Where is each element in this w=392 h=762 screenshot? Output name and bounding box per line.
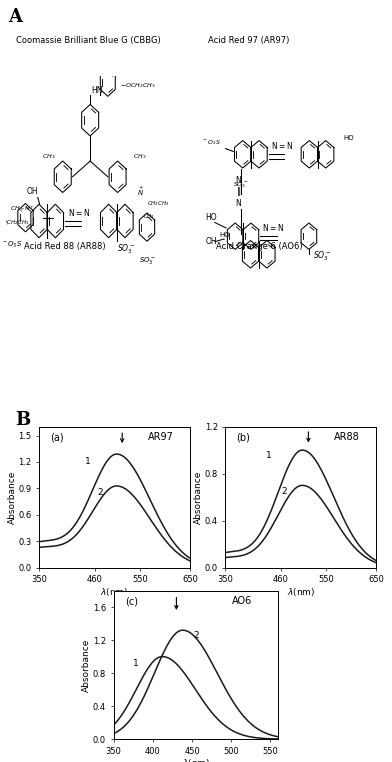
- Text: $CH_3$: $CH_3$: [42, 152, 56, 161]
- Text: (b): (b): [236, 432, 250, 443]
- Text: 2: 2: [194, 632, 199, 640]
- Text: $\backslash CH_2CH_3$: $\backslash CH_2CH_3$: [5, 218, 29, 227]
- Text: N: N: [235, 199, 241, 208]
- Text: $CH_2CH_3$: $CH_2CH_3$: [147, 199, 170, 208]
- Text: 1: 1: [266, 451, 271, 460]
- Text: 2: 2: [282, 487, 287, 495]
- Text: $SO_3^-$: $SO_3^-$: [313, 249, 331, 263]
- Text: $CH_2$: $CH_2$: [143, 212, 155, 220]
- Text: HN: HN: [91, 86, 103, 95]
- Text: OH: OH: [26, 187, 38, 196]
- Text: $-OCH_2CH_3$: $-OCH_2CH_3$: [120, 82, 155, 90]
- Text: $CH_3$: $CH_3$: [133, 152, 147, 161]
- Text: HO: HO: [205, 213, 217, 222]
- Text: $\overset{+}{N}$: $\overset{+}{N}$: [137, 184, 144, 197]
- Text: OH: OH: [205, 238, 217, 246]
- Text: $CH_2$-N$^+$: $CH_2$-N$^+$: [10, 204, 35, 214]
- Y-axis label: Absorbance: Absorbance: [8, 470, 17, 524]
- Text: $^-O_2S$: $^-O_2S$: [202, 139, 221, 147]
- Text: A: A: [8, 8, 22, 26]
- Text: Coomassie Brilliant Blue G (CBBG): Coomassie Brilliant Blue G (CBBG): [16, 37, 160, 46]
- Text: 1: 1: [133, 659, 139, 668]
- Text: 1: 1: [85, 456, 90, 466]
- Text: $SO_3^-$: $SO_3^-$: [117, 242, 136, 256]
- Text: N$=$N: N$=$N: [271, 140, 294, 152]
- Text: AO6: AO6: [232, 597, 252, 607]
- Text: HO: HO: [343, 135, 354, 141]
- Text: $^-O_3S$: $^-O_3S$: [1, 239, 22, 250]
- Text: ‖: ‖: [237, 187, 241, 197]
- X-axis label: $\lambda$(nm): $\lambda$(nm): [287, 586, 315, 597]
- Y-axis label: Absorbance: Absorbance: [194, 470, 203, 524]
- Text: HO: HO: [220, 232, 230, 239]
- Text: B: B: [16, 411, 31, 429]
- X-axis label: $\lambda$(nm): $\lambda$(nm): [100, 586, 129, 597]
- Text: $SO_3^-$: $SO_3^-$: [233, 180, 249, 190]
- Text: (a): (a): [50, 432, 64, 443]
- Text: Acid Orange 6 (AO6): Acid Orange 6 (AO6): [216, 242, 302, 251]
- Text: N$=$N: N$=$N: [262, 223, 284, 233]
- Text: Acid Red 88 (AR88): Acid Red 88 (AR88): [24, 242, 105, 251]
- Y-axis label: Absorbance: Absorbance: [82, 638, 91, 692]
- Text: (c): (c): [125, 597, 138, 607]
- Text: Acid Red 97 (AR97): Acid Red 97 (AR97): [208, 37, 289, 46]
- Text: $SO_3^-$: $SO_3^-$: [138, 255, 156, 267]
- Text: N: N: [235, 176, 241, 185]
- Text: AR88: AR88: [334, 432, 360, 443]
- Text: N$=$N: N$=$N: [68, 207, 90, 218]
- Text: 2: 2: [97, 488, 103, 498]
- X-axis label: $\lambda$(nm): $\lambda$(nm): [182, 757, 210, 762]
- Text: AR97: AR97: [148, 432, 174, 443]
